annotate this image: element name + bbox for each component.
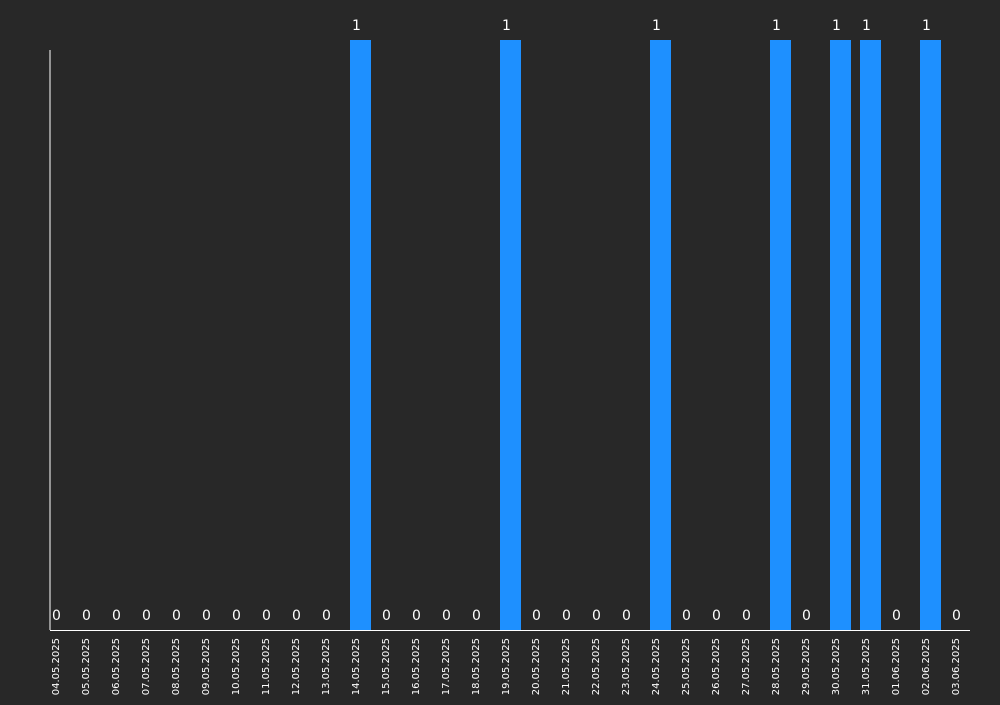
x-tick-label-10.05.2025: 10.05.2025 xyxy=(231,638,242,695)
value-label-12.05.2025: 0 xyxy=(292,608,301,624)
x-tick-label-20.05.2025: 20.05.2025 xyxy=(531,638,542,695)
value-label-06.05.2025: 0 xyxy=(112,608,121,624)
value-label-13.05.2025: 0 xyxy=(322,608,331,624)
value-label-11.05.2025: 0 xyxy=(262,608,271,624)
value-label-08.05.2025: 0 xyxy=(172,608,181,624)
value-label-18.05.2025: 0 xyxy=(472,608,481,624)
bar-19.05.2025 xyxy=(500,40,521,630)
value-labels-layer: 0 0 0 0 0 0 0 0 0 0 1 0 0 0 0 1 0 0 0 0 1 0 0 0 1 0 1 1 0 1 0 xyxy=(52,18,961,624)
value-label-30.05.2025: 1 xyxy=(832,18,841,34)
value-label-28.05.2025: 1 xyxy=(772,18,781,34)
x-tick-label-22.05.2025: 22.05.2025 xyxy=(591,638,602,695)
value-label-10.05.2025: 0 xyxy=(232,608,241,624)
bar-31.05.2025 xyxy=(860,40,881,630)
bar-30.05.2025 xyxy=(830,40,851,630)
bar-14.05.2025 xyxy=(350,40,371,630)
bars-layer xyxy=(350,40,941,630)
x-tick-label-07.05.2025: 07.05.2025 xyxy=(141,638,152,695)
x-tick-label-25.05.2025: 25.05.2025 xyxy=(681,638,692,695)
value-label-01.06.2025: 0 xyxy=(892,608,901,624)
value-label-27.05.2025: 0 xyxy=(742,608,751,624)
x-tick-label-14.05.2025: 14.05.2025 xyxy=(351,638,362,695)
x-tick-label-16.05.2025: 16.05.2025 xyxy=(411,638,422,695)
x-tick-label-09.05.2025: 09.05.2025 xyxy=(201,638,212,695)
value-label-07.05.2025: 0 xyxy=(142,608,151,624)
value-label-04.05.2025: 0 xyxy=(52,608,61,624)
value-label-09.05.2025: 0 xyxy=(202,608,211,624)
value-label-16.05.2025: 0 xyxy=(412,608,421,624)
bar-24.05.2025 xyxy=(650,40,671,630)
value-label-23.05.2025: 0 xyxy=(622,608,631,624)
value-label-05.05.2025: 0 xyxy=(82,608,91,624)
x-tick-label-06.05.2025: 06.05.2025 xyxy=(111,638,122,695)
bar-02.06.2025 xyxy=(920,40,941,630)
value-label-31.05.2025: 1 xyxy=(862,18,871,34)
x-tick-label-21.05.2025: 21.05.2025 xyxy=(561,638,572,695)
x-tick-label-12.05.2025: 12.05.2025 xyxy=(291,638,302,695)
value-label-24.05.2025: 1 xyxy=(652,18,661,34)
value-label-03.06.2025: 0 xyxy=(952,608,961,624)
x-tick-label-15.05.2025: 15.05.2025 xyxy=(381,638,392,695)
x-tick-label-11.05.2025: 11.05.2025 xyxy=(261,638,272,695)
value-label-20.05.2025: 0 xyxy=(532,608,541,624)
x-tick-label-08.05.2025: 08.05.2025 xyxy=(171,638,182,695)
value-label-29.05.2025: 0 xyxy=(802,608,811,624)
x-tick-label-27.05.2025: 27.05.2025 xyxy=(741,638,752,695)
x-tick-label-28.05.2025: 28.05.2025 xyxy=(771,638,782,695)
bar-28.05.2025 xyxy=(770,40,791,630)
x-tick-label-26.05.2025: 26.05.2025 xyxy=(711,638,722,695)
x-tick-label-02.06.2025: 02.06.2025 xyxy=(921,638,932,695)
x-tick-labels-layer: 04.05.2025 05.05.2025 06.05.2025 07.05.2025… xyxy=(51,638,962,695)
x-tick-label-29.05.2025: 29.05.2025 xyxy=(801,638,812,695)
x-tick-label-01.06.2025: 01.06.2025 xyxy=(891,638,902,695)
x-tick-label-23.05.2025: 23.05.2025 xyxy=(621,638,632,695)
x-tick-label-24.05.2025: 24.05.2025 xyxy=(651,638,662,695)
value-label-15.05.2025: 0 xyxy=(382,608,391,624)
x-tick-label-04.05.2025: 04.05.2025 xyxy=(51,638,62,695)
x-tick-label-31.05.2025: 31.05.2025 xyxy=(861,638,872,695)
x-tick-label-19.05.2025: 19.05.2025 xyxy=(501,638,512,695)
x-tick-label-18.05.2025: 18.05.2025 xyxy=(471,638,482,695)
value-label-26.05.2025: 0 xyxy=(712,608,721,624)
x-tick-label-13.05.2025: 13.05.2025 xyxy=(321,638,332,695)
value-label-21.05.2025: 0 xyxy=(562,608,571,624)
x-tick-label-30.05.2025: 30.05.2025 xyxy=(831,638,842,695)
value-label-25.05.2025: 0 xyxy=(682,608,691,624)
value-label-22.05.2025: 0 xyxy=(592,608,601,624)
value-label-17.05.2025: 0 xyxy=(442,608,451,624)
x-tick-label-17.05.2025: 17.05.2025 xyxy=(441,638,452,695)
value-label-14.05.2025: 1 xyxy=(352,18,361,34)
value-label-02.06.2025: 1 xyxy=(922,18,931,34)
x-tick-label-03.06.2025: 03.06.2025 xyxy=(951,638,962,695)
value-label-19.05.2025: 1 xyxy=(502,18,511,34)
x-tick-label-05.05.2025: 05.05.2025 xyxy=(81,638,92,695)
